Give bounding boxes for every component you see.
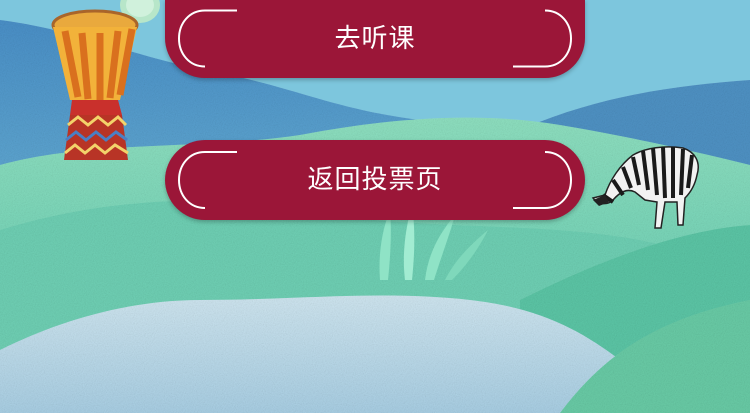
african-drum-icon xyxy=(51,9,139,160)
plant-leaves-icon xyxy=(379,205,488,280)
return-to-vote-page-button[interactable]: 返回投票页 xyxy=(165,140,585,220)
return-to-vote-page-label: 返回投票页 xyxy=(307,165,443,195)
go-to-class-label: 去听课 xyxy=(334,24,416,54)
zebra-icon xyxy=(591,146,699,229)
button-frame-decoration xyxy=(177,9,573,68)
pale-foreground xyxy=(0,295,640,413)
green-foreground-right xyxy=(560,300,750,413)
button-frame-decoration xyxy=(177,151,573,209)
go-to-class-button[interactable]: 去听课 xyxy=(165,0,585,78)
